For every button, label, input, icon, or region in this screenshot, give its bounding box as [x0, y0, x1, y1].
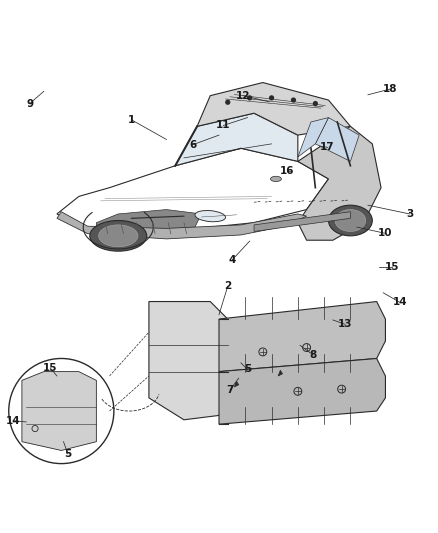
PathPatch shape [149, 302, 228, 420]
PathPatch shape [254, 212, 350, 231]
Ellipse shape [136, 230, 153, 237]
Text: 17: 17 [320, 142, 335, 152]
Text: 3: 3 [406, 209, 413, 219]
Text: 6: 6 [189, 140, 196, 150]
PathPatch shape [315, 118, 359, 161]
Text: 5: 5 [64, 449, 71, 459]
Ellipse shape [335, 209, 366, 231]
Text: 14: 14 [392, 297, 407, 308]
PathPatch shape [96, 209, 201, 236]
Circle shape [291, 98, 296, 103]
Ellipse shape [195, 211, 226, 222]
Text: 12: 12 [236, 91, 251, 101]
Text: 13: 13 [338, 319, 353, 329]
Text: 10: 10 [377, 228, 392, 238]
Text: 7: 7 [226, 385, 233, 395]
Ellipse shape [90, 221, 147, 251]
PathPatch shape [298, 126, 381, 240]
Text: 14: 14 [6, 416, 21, 426]
Ellipse shape [270, 176, 281, 182]
Circle shape [269, 95, 274, 101]
Text: 18: 18 [382, 84, 397, 94]
PathPatch shape [22, 372, 96, 450]
Text: 8: 8 [310, 350, 317, 360]
Polygon shape [234, 381, 239, 387]
Ellipse shape [99, 225, 138, 247]
Text: 1: 1 [128, 115, 135, 125]
Text: 4: 4 [229, 255, 236, 265]
PathPatch shape [219, 302, 385, 372]
Polygon shape [278, 370, 283, 376]
Circle shape [247, 95, 252, 101]
Text: 11: 11 [216, 120, 231, 131]
PathPatch shape [57, 212, 307, 239]
Text: 15: 15 [43, 363, 58, 373]
Circle shape [9, 359, 114, 464]
PathPatch shape [219, 359, 385, 424]
Text: 16: 16 [279, 166, 294, 176]
PathPatch shape [175, 113, 298, 166]
Circle shape [225, 100, 230, 105]
Text: 5: 5 [244, 365, 251, 374]
Text: 15: 15 [385, 262, 399, 272]
Text: 9: 9 [26, 99, 33, 109]
PathPatch shape [298, 118, 328, 157]
Text: 2: 2 [224, 281, 231, 291]
Circle shape [313, 101, 318, 106]
PathPatch shape [197, 83, 350, 135]
Ellipse shape [328, 205, 372, 236]
